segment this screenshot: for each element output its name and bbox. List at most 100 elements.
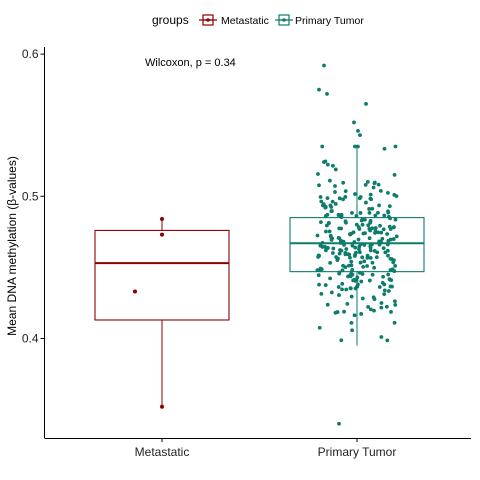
data-point <box>371 185 376 190</box>
data-point <box>338 248 342 252</box>
data-point <box>358 211 363 215</box>
data-point <box>393 302 398 307</box>
data-point <box>329 209 334 214</box>
data-point <box>324 229 328 234</box>
data-point <box>352 240 357 244</box>
data-point <box>386 289 391 293</box>
data-point <box>382 288 387 293</box>
data-point <box>344 247 349 251</box>
data-point <box>386 253 390 258</box>
data-point <box>373 213 378 218</box>
data-point <box>356 128 360 133</box>
data-point <box>390 267 395 272</box>
data-point <box>328 260 333 265</box>
data-point <box>365 179 370 184</box>
data-point <box>382 146 387 151</box>
data-point <box>362 243 367 247</box>
data-point <box>386 272 391 277</box>
box-primary-tumor <box>289 146 425 346</box>
data-point <box>385 232 390 236</box>
data-point <box>319 199 324 204</box>
data-point <box>337 251 342 256</box>
data-point <box>325 162 330 167</box>
data-point <box>376 210 380 215</box>
data-point <box>341 263 345 268</box>
data-point <box>350 268 355 272</box>
legend-label-metastatic: Metastatic <box>221 15 269 27</box>
data-point <box>317 253 321 258</box>
data-point <box>391 237 396 241</box>
data-point <box>370 206 375 211</box>
data-point <box>379 335 384 339</box>
legend-label-primary-tumor: Primary Tumor <box>295 15 364 27</box>
data-point <box>340 281 345 286</box>
data-point <box>333 202 338 206</box>
data-point <box>394 234 399 239</box>
data-point <box>382 213 387 218</box>
data-point <box>329 237 334 242</box>
data-point <box>341 180 346 185</box>
data-point <box>381 227 386 232</box>
data-point <box>362 259 367 264</box>
data-point <box>389 309 393 314</box>
data-point <box>360 255 365 260</box>
data-point <box>319 220 323 225</box>
data-point <box>337 421 341 426</box>
data-point <box>391 225 396 230</box>
data-point <box>352 254 357 258</box>
data-point <box>352 120 356 125</box>
data-point <box>338 241 343 245</box>
data-point <box>388 257 393 261</box>
data-point <box>370 272 375 277</box>
x-tick-label: Metastatic <box>135 445 190 459</box>
data-point <box>320 240 325 245</box>
data-point <box>160 404 164 409</box>
data-point <box>360 296 365 301</box>
data-point <box>323 159 328 164</box>
data-point <box>359 279 364 284</box>
data-point <box>353 245 358 250</box>
data-point <box>331 163 335 168</box>
data-point <box>384 304 389 309</box>
data-point <box>381 246 386 251</box>
data-point <box>381 274 385 279</box>
data-point <box>326 246 330 250</box>
data-point <box>342 242 346 247</box>
legend: groups Metastatic Primary Tumor <box>152 13 364 27</box>
data-point <box>391 260 396 265</box>
data-point <box>368 248 373 253</box>
data-point <box>387 204 392 209</box>
data-point <box>328 178 332 183</box>
data-point <box>351 230 356 235</box>
data-point <box>359 312 364 316</box>
data-point <box>367 210 372 215</box>
data-point <box>322 63 326 68</box>
box-metastatic <box>94 219 230 407</box>
data-point <box>382 282 387 287</box>
data-point <box>379 230 384 235</box>
data-point <box>344 220 348 225</box>
data-point <box>317 87 321 92</box>
data-point <box>372 308 376 313</box>
data-point <box>365 264 369 268</box>
data-point <box>366 223 371 228</box>
data-point <box>370 260 375 265</box>
data-point <box>392 173 397 177</box>
data-point <box>379 301 384 305</box>
data-point <box>353 286 358 291</box>
data-point <box>368 307 373 312</box>
data-point <box>389 278 394 283</box>
data-point <box>335 310 340 314</box>
data-point <box>365 255 370 260</box>
data-point <box>373 229 378 234</box>
data-point <box>345 301 350 306</box>
data-point <box>392 193 397 197</box>
data-point <box>362 217 367 222</box>
data-point <box>333 184 337 188</box>
data-point <box>367 236 372 241</box>
iqr-box <box>94 229 230 321</box>
data-point <box>377 203 381 208</box>
data-point <box>349 294 354 299</box>
data-point <box>364 200 368 205</box>
data-point <box>353 192 357 196</box>
